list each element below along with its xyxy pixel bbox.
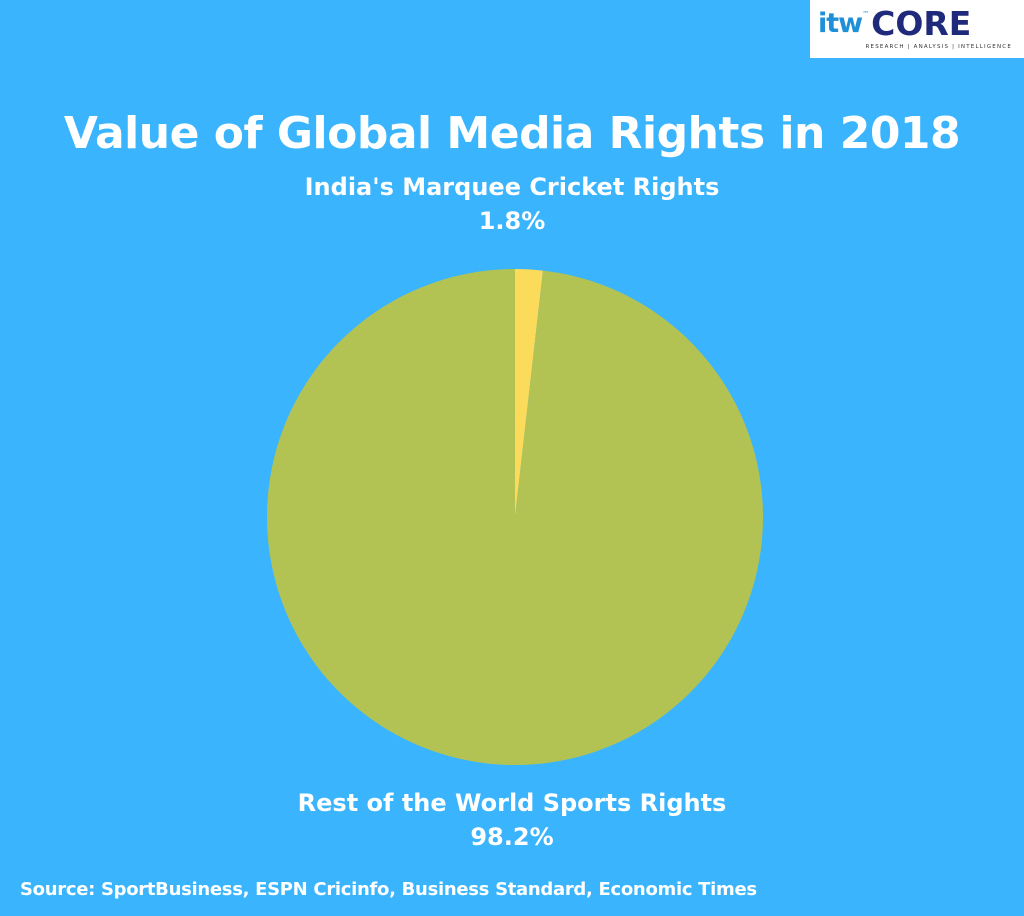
india-slice [515, 269, 543, 517]
rest-slice [267, 269, 764, 765]
india-slice-name: India's Marquee Cricket Rights [304, 173, 720, 201]
rest-slice-label: Rest of the World Sports Rights 98.2% [0, 786, 1024, 854]
india-slice-label: India's Marquee Cricket Rights 1.8% [0, 170, 1024, 238]
itw-core-logo: itw ™ CORE RESEARCH | ANALYSIS | INTELLI… [810, 0, 1024, 58]
logo-brand-prefix: itw [818, 7, 863, 39]
source-note: Source: SportBusiness, ESPN Cricinfo, Bu… [20, 879, 757, 900]
logo-trademark: ™ [862, 10, 870, 18]
logo-wordmark: itw ™ CORE [818, 3, 1016, 43]
logo-brand-name: CORE [871, 3, 972, 43]
rest-slice-percent: 98.2% [470, 823, 554, 851]
chart-title: Value of Global Media Rights in 2018 [63, 108, 961, 159]
logo-tagline: RESEARCH | ANALYSIS | INTELLIGENCE [865, 44, 1012, 50]
rest-slice-name: Rest of the World Sports Rights [297, 789, 727, 817]
india-slice-percent: 1.8% [478, 207, 546, 235]
